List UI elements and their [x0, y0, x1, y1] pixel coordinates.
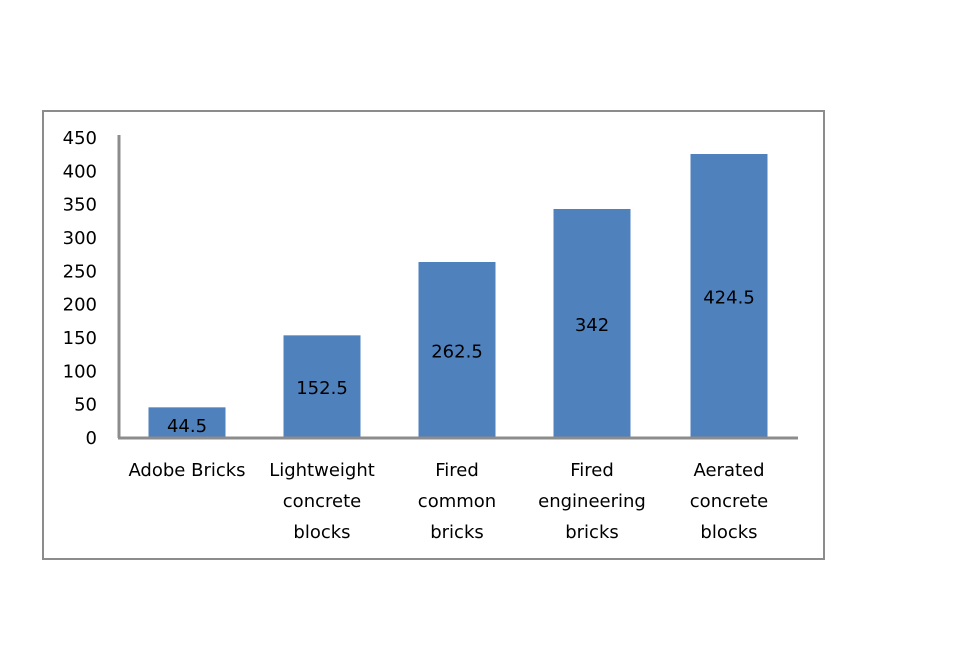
- bar: [553, 209, 631, 437]
- y-tick-label: 200: [63, 295, 97, 316]
- y-tick-label: 50: [74, 395, 97, 416]
- y-tick-label: 150: [63, 328, 97, 349]
- chart-frame: [42, 110, 825, 560]
- x-tick-label: Fired: [435, 460, 479, 481]
- y-tick-label: 0: [86, 428, 97, 449]
- data-label: 152.5: [296, 378, 348, 399]
- bar: [283, 335, 361, 437]
- x-tick-label: common: [418, 491, 496, 512]
- bar: [148, 407, 226, 437]
- x-tick-label: engineering: [538, 491, 646, 512]
- y-tick-label: 450: [63, 128, 97, 149]
- x-tick-label: blocks: [293, 522, 350, 543]
- data-label: 262.5: [431, 342, 483, 363]
- x-tick-label: bricks: [430, 522, 484, 543]
- y-tick-label: 100: [63, 361, 97, 382]
- x-tick-label: concrete: [690, 491, 768, 512]
- data-label: 44.5: [167, 416, 207, 437]
- x-tick-label: Adobe Bricks: [128, 460, 245, 481]
- y-tick-label: 400: [63, 161, 97, 182]
- x-tick-label: concrete: [283, 491, 361, 512]
- y-tick-label: 350: [63, 195, 97, 216]
- x-tick-label: Lightweight: [269, 460, 375, 481]
- bar: [690, 154, 768, 437]
- x-tick-label: blocks: [700, 522, 757, 543]
- y-tick-label: 250: [63, 261, 97, 282]
- x-tick-label: Fired: [570, 460, 614, 481]
- y-tick-label: 300: [63, 228, 97, 249]
- x-tick-label: Aerated: [693, 460, 764, 481]
- x-tick-label: bricks: [565, 522, 619, 543]
- data-label: 424.5: [703, 288, 755, 309]
- bar: [418, 262, 496, 437]
- data-label: 342: [575, 315, 609, 336]
